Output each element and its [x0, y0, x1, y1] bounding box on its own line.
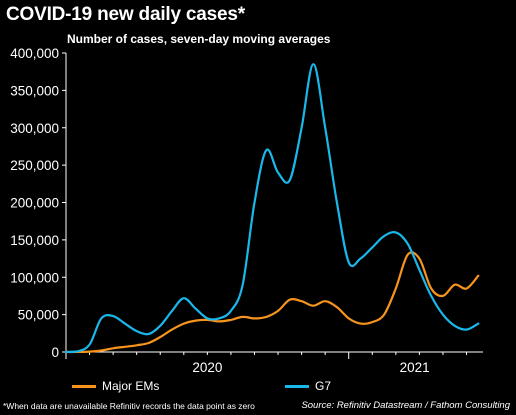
- legend-item-g7: G7: [285, 379, 331, 393]
- source-note: Source: Refinitiv Datastream / Fathom Co…: [301, 400, 510, 411]
- y-tick-label: 150,000: [10, 233, 59, 248]
- legend-label-g7: G7: [315, 379, 332, 393]
- legend-swatch-g7: [285, 384, 309, 388]
- y-tick-label: 100,000: [10, 270, 59, 285]
- y-tick-label: 250,000: [10, 158, 59, 173]
- chart-title: COVID-19 new daily cases*: [6, 4, 245, 25]
- legend-label-major-ems: Major EMs: [102, 379, 160, 393]
- legend-item-major-ems: Major EMs: [72, 379, 159, 393]
- y-tick-label: 400,000: [10, 46, 59, 61]
- x-tick-label: 2020: [192, 360, 222, 375]
- footnote: *When data are unavailable Refinitiv rec…: [3, 401, 255, 411]
- legend-swatch-major-ems: [72, 384, 96, 388]
- x-tick-label: 2021: [400, 360, 430, 375]
- y-tick-label: 200,000: [10, 196, 59, 211]
- y-tick-label: 350,000: [10, 83, 59, 98]
- chart-subtitle: Number of cases, seven-day moving averag…: [67, 32, 331, 46]
- series-line-g7: [64, 63, 480, 354]
- y-tick-label: 50,000: [18, 308, 59, 323]
- series-line-major-ems: [64, 251, 480, 354]
- y-tick-label: 300,000: [10, 121, 59, 136]
- y-tick-label: 0: [51, 345, 59, 360]
